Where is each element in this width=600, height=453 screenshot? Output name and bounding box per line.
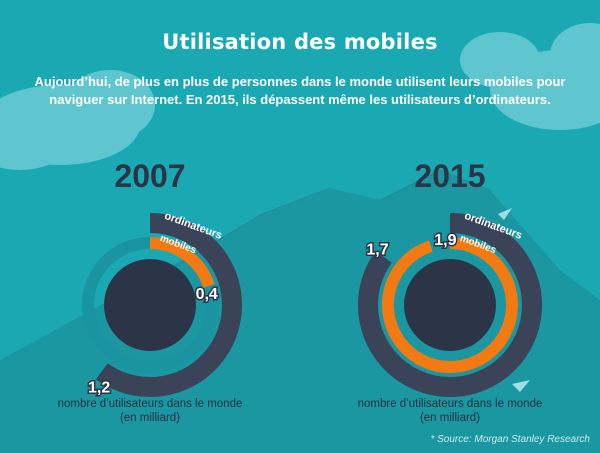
caption-2015: nombre d’utilisateurs dans le monde (en … (340, 397, 560, 425)
ordinateurs-arc (95, 213, 242, 397)
mobiles-arc (381, 237, 518, 373)
cloud-right (460, 23, 600, 130)
caption-line1: nombre d’utilisateurs dans le monde (357, 398, 543, 410)
page-title: Utilisation des mobiles (162, 30, 438, 54)
caption-line2: (en milliard) (119, 412, 181, 424)
paper-plane-icon (498, 208, 512, 220)
source-note: * Source: Morgan Stanley Research (430, 434, 590, 445)
value-label-ordinateurs: 1,2 (88, 379, 110, 396)
mobiles-arc (149, 237, 215, 288)
caption-line2: (en milliard) (419, 412, 481, 424)
ordinateurs-arc (358, 213, 542, 397)
center-disc (404, 259, 496, 351)
year-label-2015: 2015 (414, 158, 486, 194)
year-label-2007: 2007 (114, 158, 186, 194)
center-disc (104, 259, 196, 351)
value-label-ordinateurs: 1,7 (366, 241, 388, 258)
value-label-mobiles: 0,4 (196, 286, 218, 303)
caption-line1: nombre d’utilisateurs dans le monde (57, 398, 243, 410)
paper-plane-icon (512, 380, 530, 392)
cloud-left (0, 70, 155, 170)
caption-2007: nombre d’utilisateurs dans le monde (en … (40, 397, 260, 425)
value-label-mobiles: 1,9 (434, 232, 456, 249)
page-subtitle: Aujourd’hui, de plus en plus de personne… (34, 74, 566, 107)
